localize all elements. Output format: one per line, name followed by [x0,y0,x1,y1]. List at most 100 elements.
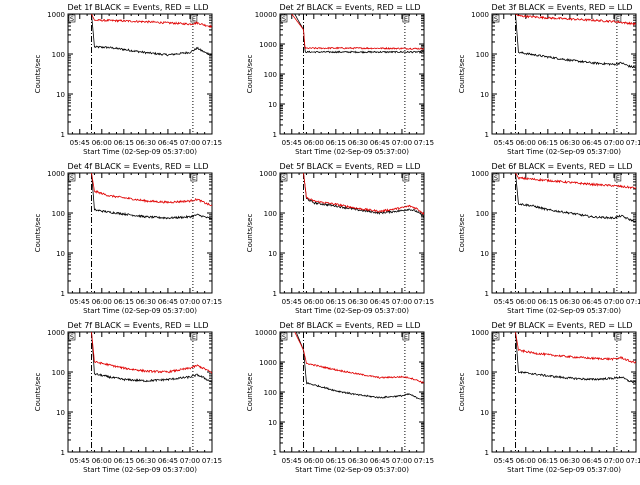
panel-title: Det 9f BLACK = Events, RED = LLD [491,321,632,330]
series-line-events [515,14,636,69]
x-axis-label: Start Time (02-Sep-09 05:37:00) [507,307,621,315]
x-tick-label: 07:00 [604,457,624,465]
y-axis-label: Counts/sec [246,214,254,253]
x-axis-label: Start Time (02-Sep-09 05:37:00) [83,148,197,156]
series-line-events [515,173,636,223]
marker-label-S: S [70,333,74,341]
marker-label-box [492,332,500,341]
marker-label-box [190,332,198,341]
x-tick-label: 07:00 [180,457,200,465]
x-tick-label: 06:15 [326,139,346,147]
x-tick-label: 06:00 [92,457,112,465]
series-line-events [91,14,212,57]
plot-frame [67,13,213,135]
marker-label-E: E [616,174,620,182]
x-tick-label: 06:45 [370,139,390,147]
plot-frame [279,331,425,453]
y-tick-label: 10000 [255,11,277,19]
y-axis-label: Counts/sec [246,373,254,412]
x-tick-label: 06:45 [370,298,390,306]
x-tick-label: 06:00 [304,457,324,465]
y-tick-label: 100 [52,369,65,377]
x-tick-label: 07:15 [414,298,434,306]
y-tick-label: 1000 [471,11,489,19]
marker-label-E: E [192,333,196,341]
marker-label-E: E [616,333,620,341]
x-tick-label: 06:00 [516,298,536,306]
y-tick-label: 1 [61,449,65,457]
panel-title: Det 5f BLACK = Events, RED = LLD [279,162,420,171]
marker-label-S: S [494,333,498,341]
series-line-events [295,332,424,400]
marker-label-E: E [404,333,408,341]
series-line-events [303,173,424,219]
y-axis-label: Counts/sec [458,373,466,412]
x-tick-label: 06:15 [326,457,346,465]
marker-label-box [190,173,198,182]
x-tick-label: 06:30 [560,298,580,306]
x-axis-label: Start Time (02-Sep-09 05:37:00) [507,466,621,474]
plot-frame [279,13,425,135]
x-tick-label: 06:15 [326,298,346,306]
marker-label-S: S [282,15,286,23]
x-tick-label: 07:00 [604,298,624,306]
x-tick-label: 06:45 [158,457,178,465]
marker-label-S: S [494,15,498,23]
x-tick-label: 07:00 [180,298,200,306]
y-tick-label: 1 [485,290,489,298]
x-tick-label: 06:15 [538,139,558,147]
x-tick-label: 06:15 [538,298,558,306]
marker-label-box [68,14,76,23]
marker-label-box [190,14,198,23]
y-tick-label: 1000 [259,41,277,49]
x-axis-label: Start Time (02-Sep-09 05:37:00) [295,148,409,156]
y-tick-label: 1 [273,449,277,457]
x-tick-label: 07:00 [604,139,624,147]
panel-title: Det 7f BLACK = Events, RED = LLD [67,321,208,330]
panel-title: Det 6f BLACK = Events, RED = LLD [491,162,632,171]
panel-det-9: Det 9f BLACK = Events, RED = LLD 1 10 100 10… [458,321,640,474]
x-tick-label: 06:00 [92,298,112,306]
x-tick-label: 07:15 [202,457,222,465]
marker-label-E: E [404,174,408,182]
marker-label-E: E [404,15,408,23]
x-tick-label: 06:30 [348,457,368,465]
x-tick-label: 06:45 [582,457,602,465]
series-line-lld [515,332,636,364]
marker-label-box [280,332,288,341]
x-tick-label: 06:30 [560,457,580,465]
marker-label-S: S [70,174,74,182]
series-line-lld [515,173,636,190]
x-tick-label: 06:45 [370,457,390,465]
x-tick-label: 05:45 [282,139,302,147]
x-tick-label: 06:45 [158,298,178,306]
y-tick-label: 1000 [47,170,65,178]
y-tick-label: 10000 [255,329,277,337]
marker-label-box [492,14,500,23]
x-tick-label: 05:45 [70,457,90,465]
series-line-lld [515,14,636,26]
series-line-events [515,332,636,384]
plot-frame [67,331,213,453]
series-line-lld [291,14,424,50]
y-tick-label: 1 [485,131,489,139]
series-line-events [91,173,212,220]
x-tick-label: 06:45 [582,298,602,306]
x-tick-label: 07:00 [392,457,412,465]
x-tick-label: 06:30 [136,139,156,147]
x-tick-label: 05:45 [70,139,90,147]
marker-label-box [280,14,288,23]
y-tick-label: 100 [476,369,489,377]
x-tick-label: 05:45 [494,457,514,465]
marker-label-E: E [616,15,620,23]
plot-frame [67,172,213,294]
x-tick-label: 06:15 [538,457,558,465]
y-tick-label: 1 [273,290,277,298]
panel-det-2: Det 2f BLACK = Events, RED = LLD 1 10 100 10… [246,3,434,156]
x-axis-label: Start Time (02-Sep-09 05:37:00) [295,307,409,315]
y-tick-label: 1 [485,449,489,457]
x-tick-label: 06:30 [136,457,156,465]
x-tick-label: 05:45 [494,298,514,306]
